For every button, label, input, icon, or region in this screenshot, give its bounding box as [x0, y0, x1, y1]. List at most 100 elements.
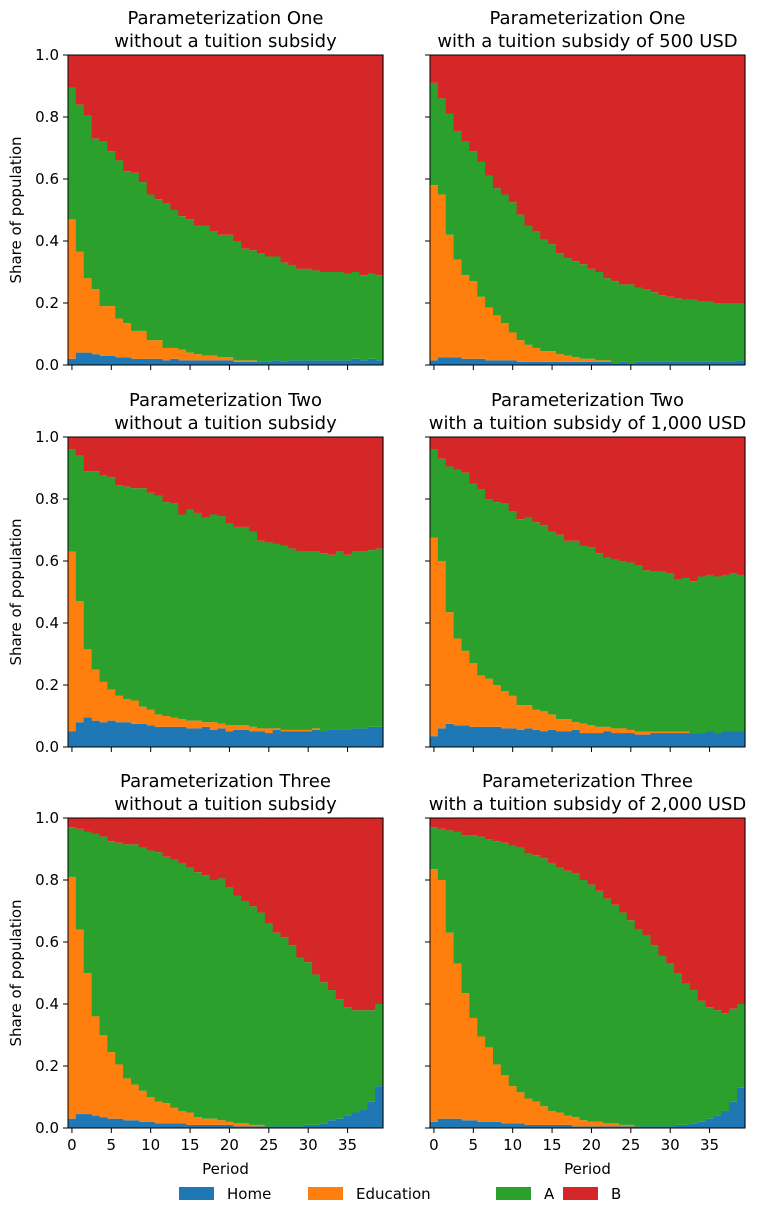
bar-b-2 [445, 55, 455, 114]
bar-a-1 [437, 98, 447, 195]
bar-a-29 [658, 295, 667, 362]
legend-swatch-home [179, 1187, 214, 1200]
bar-a-25 [264, 923, 274, 1127]
bar-b-38 [729, 437, 738, 574]
bar-b-17 [563, 55, 573, 259]
bar-b-10 [508, 818, 518, 846]
bar-education-4 [461, 650, 470, 726]
bar-home-11 [516, 361, 526, 365]
bar-b-26 [272, 818, 282, 933]
bar-a-12 [524, 225, 533, 345]
bar-education-1 [75, 601, 85, 723]
bar-a-0 [430, 449, 439, 538]
bar-b-23 [249, 437, 258, 532]
bar-education-5 [107, 306, 116, 356]
bar-home-39 [375, 1086, 384, 1128]
bar-a-23 [249, 250, 258, 361]
y-tick-label: 0.6 [35, 552, 59, 570]
bar-education-14 [540, 711, 549, 732]
bar-education-29 [296, 729, 305, 732]
bar-b-33 [689, 55, 699, 300]
bar-education-18 [571, 722, 581, 730]
bar-b-30 [304, 818, 313, 963]
y-tick-label: 1.0 [35, 809, 59, 827]
bar-education-19 [217, 723, 227, 729]
bar-b-0 [430, 437, 439, 450]
bar-b-7 [123, 437, 132, 487]
bar-a-15 [186, 867, 195, 1113]
chart-title-line1: Parameterization Three [120, 771, 331, 792]
bar-b-36 [713, 55, 722, 303]
bar-education-22 [241, 360, 250, 362]
bar-b-19 [579, 818, 589, 880]
bar-education-3 [91, 289, 101, 355]
bar-a-39 [375, 548, 384, 727]
bar-a-15 [548, 862, 557, 1111]
bar-a-36 [351, 551, 360, 729]
bar-a-29 [296, 551, 305, 730]
bar-b-23 [611, 437, 620, 560]
bar-home-0 [68, 731, 77, 747]
bar-home-27 [642, 361, 652, 365]
bar-education-0 [68, 876, 77, 1119]
bar-b-18 [571, 818, 581, 874]
bar-b-13 [532, 437, 541, 523]
bar-home-12 [524, 728, 533, 747]
bar-a-39 [375, 1004, 384, 1087]
bar-education-23 [611, 728, 620, 734]
bar-b-17 [563, 437, 573, 541]
bar-home-37 [721, 361, 730, 365]
bar-home-27 [280, 731, 290, 747]
bar-b-5 [107, 818, 116, 842]
bar-home-38 [367, 358, 376, 365]
bar-a-7 [123, 171, 132, 324]
bar-a-38 [367, 550, 376, 727]
bar-a-6 [115, 485, 124, 696]
bar-b-0 [68, 437, 77, 450]
bar-home-15 [548, 1124, 557, 1128]
bar-education-18 [571, 1117, 581, 1127]
bar-home-13 [170, 1123, 179, 1128]
bar-home-16 [556, 731, 565, 747]
bar-b-35 [343, 437, 353, 555]
bar-b-13 [170, 818, 179, 860]
bar-education-9 [500, 1075, 510, 1124]
bar-b-15 [548, 55, 557, 245]
bar-a-22 [241, 526, 250, 726]
bar-b-11 [516, 55, 526, 215]
bar-b-18 [571, 55, 581, 262]
bar-home-5 [107, 720, 116, 747]
bar-education-31 [312, 728, 321, 730]
bar-home-22 [241, 729, 250, 747]
bar-education-0 [68, 219, 77, 359]
bar-a-16 [194, 225, 203, 355]
bar-b-27 [642, 55, 652, 290]
bar-education-25 [626, 729, 636, 734]
bar-a-22 [603, 898, 612, 1124]
bar-home-2 [445, 357, 455, 365]
bar-a-8 [493, 841, 502, 1065]
bar-education-20 [587, 358, 596, 362]
bar-home-33 [327, 360, 337, 365]
bar-home-4 [99, 722, 108, 747]
bar-b-22 [241, 818, 250, 902]
bar-home-37 [721, 1110, 730, 1128]
bar-a-12 [162, 203, 171, 348]
y-tick-label: 0.0 [35, 356, 59, 374]
bar-home-36 [351, 728, 360, 747]
bar-home-30 [304, 1124, 313, 1128]
bar-b-28 [288, 437, 297, 549]
bar-home-31 [674, 361, 683, 365]
bar-b-25 [264, 55, 274, 257]
bar-a-4 [461, 835, 470, 994]
bar-b-8 [493, 818, 502, 842]
bar-education-2 [445, 932, 455, 1119]
bar-b-38 [367, 55, 376, 274]
bar-a-28 [288, 548, 297, 730]
bar-home-21 [233, 729, 242, 747]
bar-home-33 [689, 361, 699, 365]
bar-home-5 [107, 355, 116, 365]
bar-b-23 [611, 818, 620, 905]
bar-b-4 [461, 437, 470, 473]
